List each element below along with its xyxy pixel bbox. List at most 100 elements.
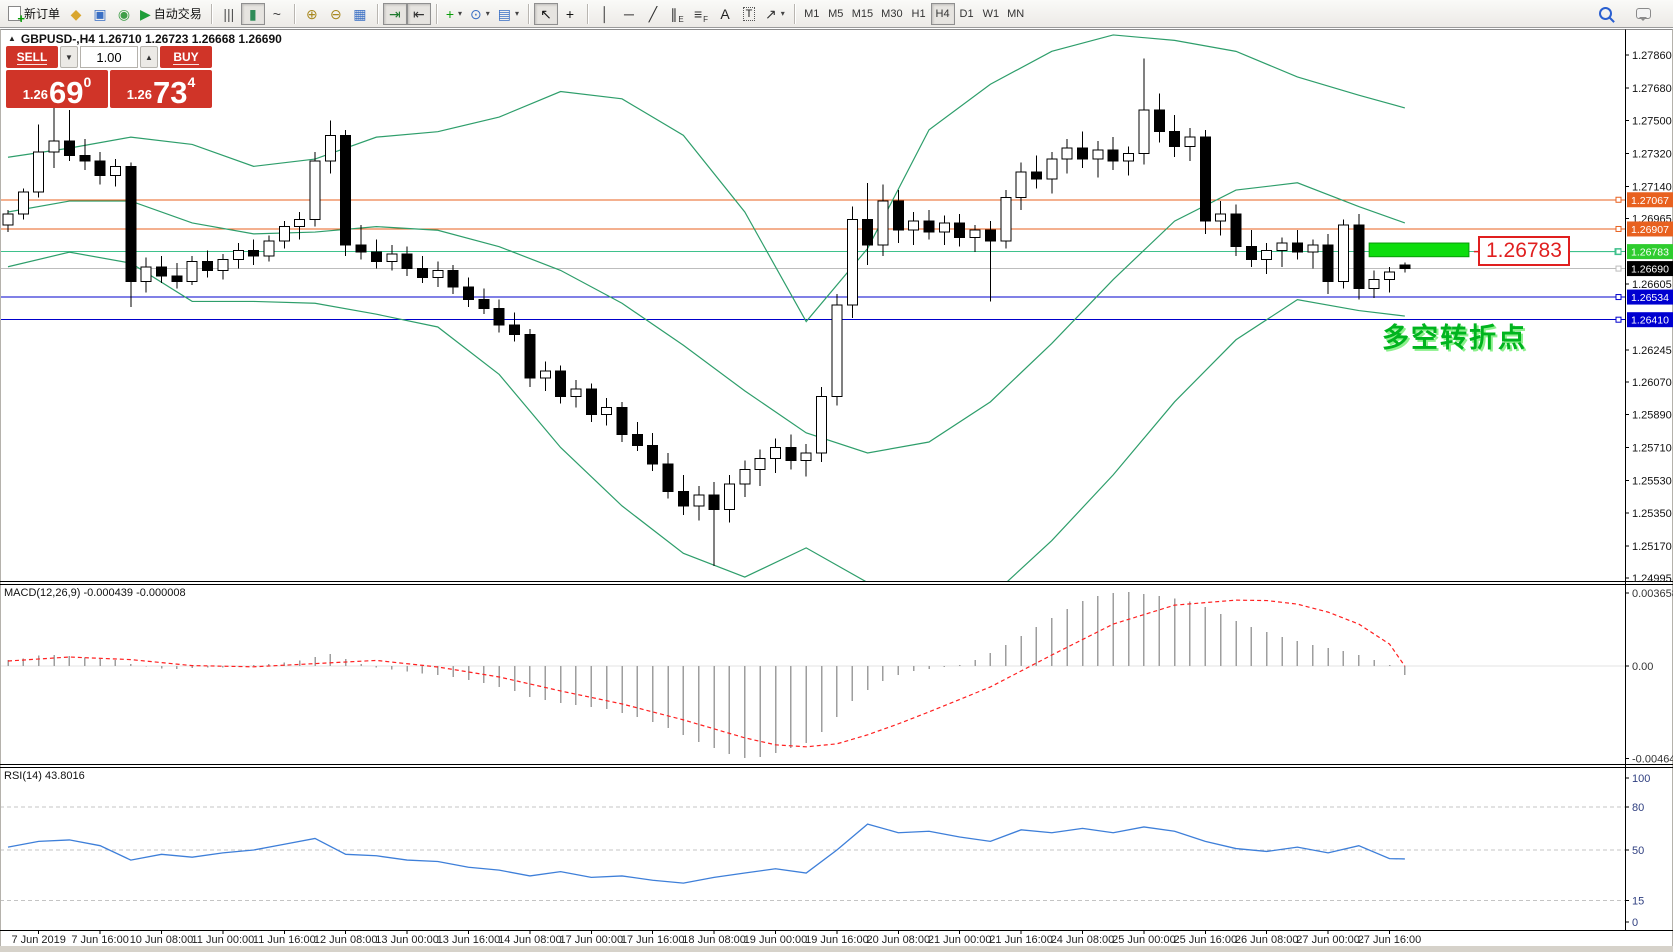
- toolbar-separator: [528, 3, 530, 24]
- tf-m5[interactable]: M5: [824, 3, 848, 25]
- chevron-down-icon: ▾: [485, 9, 490, 18]
- indicators-icon: +: [445, 5, 454, 22]
- crosshair-button[interactable]: +: [558, 3, 582, 25]
- auto-scroll-button[interactable]: ⇥: [382, 2, 407, 25]
- vertical-line-icon: │: [600, 5, 610, 22]
- tile-windows-icon: ▦: [353, 5, 367, 22]
- line-chart-button[interactable]: ~: [265, 3, 289, 25]
- chevron-down-icon: ▾: [515, 9, 520, 18]
- svg-text:1.26070: 1.26070: [1632, 377, 1672, 389]
- svg-text:1.25710: 1.25710: [1632, 442, 1672, 454]
- tf-h1[interactable]: H1: [907, 3, 931, 25]
- toolbar-separator: [435, 3, 437, 24]
- icon-subscript: F: [703, 14, 709, 24]
- svg-text:1.26783: 1.26783: [1631, 247, 1669, 259]
- svg-text:80: 80: [1632, 802, 1644, 814]
- sell-price[interactable]: 1.26 69 0: [6, 70, 108, 108]
- svg-text:11 Jun 16:00: 11 Jun 16:00: [253, 934, 316, 946]
- svg-text:19 Jun 16:00: 19 Jun 16:00: [805, 934, 869, 946]
- toolbar-group-timeframes: M1 M5 M15 M30 H1 H4 D1 W1 MN: [800, 0, 1028, 27]
- volume-decrease-button[interactable]: ▼: [60, 46, 78, 68]
- search-button[interactable]: [1593, 3, 1617, 25]
- svg-text:10 Jun 08:00: 10 Jun 08:00: [130, 934, 194, 946]
- templates-icon: ▤: [497, 5, 511, 22]
- ohlc-values: 1.26710 1.26723 1.26668 1.26690: [98, 32, 282, 46]
- trendline-button[interactable]: ╱: [641, 3, 665, 25]
- horizontal-line-button[interactable]: ─: [617, 3, 641, 25]
- toolbar-group-right: [1593, 0, 1655, 27]
- autotrading-icon: ▶: [140, 5, 151, 22]
- vertical-line-button[interactable]: │: [593, 3, 617, 25]
- news-button[interactable]: ◉: [112, 3, 136, 25]
- tf-h4[interactable]: H4: [930, 2, 955, 25]
- line-chart-icon: ~: [272, 5, 281, 22]
- templates-button[interactable]: ▤ ▾: [494, 3, 523, 25]
- toolbar-group-chart-types: ||| ▮ ~: [217, 0, 289, 27]
- buy-price[interactable]: 1.26 73 4: [110, 70, 212, 108]
- tf-mn-label: MN: [1007, 7, 1025, 20]
- cursor-button[interactable]: ↖: [534, 2, 559, 25]
- text-label-icon: T: [742, 6, 756, 21]
- price-callout[interactable]: 1.26783: [1478, 236, 1570, 266]
- chat-button[interactable]: [1631, 3, 1655, 25]
- tf-d1[interactable]: D1: [955, 3, 979, 25]
- autotrading-button[interactable]: ▶ 自动交易: [136, 3, 206, 25]
- toolbar-group-scroll: ⇥ ⇤: [382, 0, 431, 27]
- buy-button[interactable]: BUY: [160, 46, 212, 68]
- fibonacci-button[interactable]: ≡ F: [689, 3, 713, 25]
- sell-button[interactable]: SELL: [6, 46, 58, 68]
- svg-text:26 Jun 08:00: 26 Jun 08:00: [1235, 934, 1299, 946]
- tf-m1[interactable]: M1: [800, 3, 824, 25]
- tile-windows-button[interactable]: ▦: [348, 3, 372, 25]
- marketwatch-button[interactable]: ◆: [64, 3, 88, 25]
- icon-subscript: E: [678, 14, 684, 24]
- marketwatch-icon: ◆: [70, 5, 82, 22]
- svg-text:24 Jun 08:00: 24 Jun 08:00: [1051, 934, 1115, 946]
- tf-m1-label: M1: [804, 7, 820, 20]
- tf-w1[interactable]: W1: [979, 3, 1004, 25]
- bar-chart-button[interactable]: |||: [217, 3, 241, 25]
- pane-frames: [0, 29, 1673, 946]
- price-pane: [1, 34, 1625, 581]
- symbol-period: GBPUSD-,H4: [20, 32, 95, 46]
- chart-shift-icon: ⇤: [412, 5, 425, 22]
- volume-input[interactable]: [80, 46, 138, 68]
- periods-icon: ⊙: [470, 5, 482, 22]
- volume-increase-button[interactable]: ▲: [140, 46, 158, 68]
- svg-text:25 Jun 00:00: 25 Jun 00:00: [1112, 934, 1176, 946]
- main-toolbar: 新订单◆▣◉▶自动交易|||▮~⊕⊖▦⇥⇤+▾⊙▾▤▾↖+│─╱∥E≡FAT↗▾…: [0, 0, 1673, 28]
- chart-profile-button[interactable]: ▣: [88, 3, 112, 25]
- svg-text:25 Jun 16:00: 25 Jun 16:00: [1173, 934, 1237, 946]
- collapse-triangle-icon[interactable]: ▲: [8, 34, 16, 43]
- indicators-button[interactable]: + ▾: [442, 3, 466, 25]
- equidistant-channel-button[interactable]: ∥ E: [665, 3, 689, 25]
- tf-mn[interactable]: MN: [1003, 3, 1028, 25]
- arrows-button[interactable]: ↗ ▾: [761, 3, 789, 25]
- periods-button[interactable]: ⊙ ▾: [466, 3, 494, 25]
- tf-w1-label: W1: [982, 7, 1000, 20]
- chevron-down-icon: ▾: [780, 9, 785, 18]
- candlestick-button[interactable]: ▮: [240, 2, 265, 25]
- tf-m5-label: M5: [828, 7, 844, 20]
- macd-indicator-label: MACD(12,26,9) -0.000439 -0.000008: [4, 587, 186, 599]
- bottom-strip: [0, 946, 1673, 952]
- toolbar-separator: [793, 3, 795, 24]
- chart-shift-button[interactable]: ⇤: [406, 2, 431, 25]
- new-order-button[interactable]: 新订单: [4, 3, 64, 26]
- zoom-out-button[interactable]: ⊖: [324, 3, 348, 25]
- candlestick-icon: ▮: [248, 5, 257, 22]
- svg-text:0: 0: [1632, 917, 1638, 929]
- toolbar-separator: [210, 3, 212, 24]
- cursor-icon: ↖: [540, 5, 552, 22]
- tf-m15[interactable]: M15: [848, 3, 877, 25]
- text-label-button[interactable]: T: [737, 3, 761, 25]
- tf-m30[interactable]: M30: [877, 3, 906, 25]
- zoom-in-button[interactable]: ⊕: [300, 3, 324, 25]
- svg-text:17 Jun 00:00: 17 Jun 00:00: [559, 934, 623, 946]
- tf-h4-label: H4: [935, 7, 950, 20]
- autotrading-button-label: 自动交易: [153, 7, 202, 21]
- toolbar-group-pointer: ↖ +: [534, 0, 582, 27]
- text-button[interactable]: A: [713, 3, 737, 25]
- svg-text:0.003658: 0.003658: [1632, 588, 1673, 600]
